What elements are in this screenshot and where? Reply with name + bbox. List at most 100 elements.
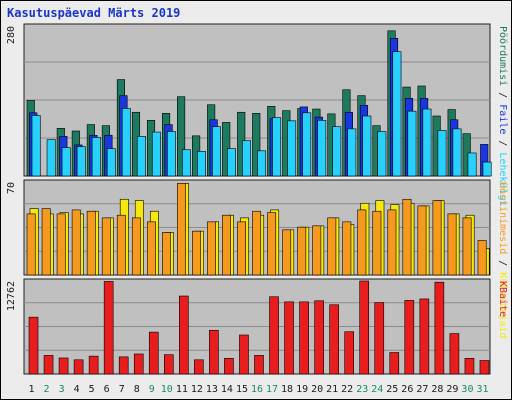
bar-pages-2-30 [467,152,477,177]
bar-kbytes-0-27 [419,298,430,375]
legend-item: / [497,86,508,104]
legend-pages: Pöördumisi / Faile / Lehekülgi [497,26,508,207]
legend-kbytes: KBaite [497,281,508,317]
x-tick-14: 14 [221,384,233,395]
legend-item: Külastajaid [497,272,508,338]
bar-hits-1-25 [387,209,397,276]
bar-hits-1-19 [297,226,307,276]
bar-hits-1-9 [146,221,156,276]
bar-hits-1-12 [192,230,201,276]
x-tick-31: 31 [476,384,488,395]
bar-pages-2-29 [452,128,462,177]
bar-hits-1-11 [177,183,186,276]
bar-hits-1-17 [267,212,277,276]
bar-hits-1-24 [372,210,382,276]
bar-pages-0-11 [177,96,186,177]
x-tick-28: 28 [431,384,443,395]
x-tick-26: 26 [401,384,413,395]
legend-item: / [497,134,508,152]
x-tick-30: 30 [461,384,473,395]
x-tick-21: 21 [326,384,338,395]
bar-hits-1-7 [116,214,126,276]
bar-pages-2-24 [377,131,387,177]
bar-pages-2-8 [136,136,146,177]
bar-pages-2-5 [91,137,101,177]
x-tick-11: 11 [176,384,188,395]
legend-item: Pöördumisi [497,26,508,86]
legend-item: KBaite [497,281,508,317]
ymax-label-hits: 70 [6,182,17,194]
bar-hits-1-10 [161,232,171,276]
bar-pages-2-15 [242,140,252,177]
bar-hits-1-4 [71,209,81,276]
bar-hits-1-28 [432,200,442,276]
x-tick-18: 18 [281,384,293,395]
bar-hits-1-15 [237,221,247,276]
bar-pages-2-3 [61,147,71,177]
bar-hits-1-18 [282,229,292,276]
bar-pages-2-31 [482,161,492,177]
bar-kbytes-0-6 [103,281,114,375]
panel-hits: 70 Hostinimesid / Külastajaid [6,179,508,339]
bar-kbytes-0-29 [449,333,460,375]
bar-pages-2-17 [272,117,282,177]
x-tick-7: 7 [119,384,125,395]
bar-pages-2-4 [76,146,86,177]
x-tick-8: 8 [134,384,140,395]
bar-hits-1-1 [26,213,36,276]
bar-kbytes-0-11 [179,295,189,375]
bar-hits-1-29 [447,213,457,276]
bar-pages-2-23 [362,115,372,177]
bar-pages-2-26 [407,110,417,177]
x-tick-27: 27 [416,384,428,395]
bar-kbytes-0-31 [479,360,490,375]
bar-pages-2-12 [197,151,206,177]
x-tick-24: 24 [371,384,383,395]
bar-hits-1-5 [86,210,96,276]
x-tick-1: 1 [29,384,35,395]
panel-pages: 280 Pöördumisi / Faile / Lehekülgi [6,23,508,207]
bar-kbytes-0-12 [194,359,204,375]
bar-hits-1-23 [357,209,367,276]
bar-hits-1-16 [252,210,262,276]
bar-kbytes-0-9 [148,331,159,375]
x-tick-29: 29 [446,384,458,395]
legend-item: / [497,254,508,272]
bar-kbytes-0-15 [239,334,249,375]
bar-kbytes-0-8 [133,353,144,375]
bar-hits-1-26 [402,198,412,276]
bar-kbytes-0-25 [389,352,400,375]
bar-pages-2-21 [332,126,342,177]
bar-kbytes-0-1 [28,316,39,375]
bar-pages-2-27 [422,108,432,177]
chart-title: Kasutuspäevad Märts 2019 [7,6,181,20]
ymax-label-pages: 280 [6,26,17,44]
bar-kbytes-0-3 [58,357,69,375]
bar-kbytes-0-17 [269,296,279,375]
x-tick-22: 22 [341,384,353,395]
bar-hits-1-21 [327,217,337,276]
bar-kbytes-0-2 [43,355,54,375]
x-tick-3: 3 [59,384,65,395]
legend-item: Faile [497,104,508,134]
bar-kbytes-0-7 [118,356,129,375]
x-tick-6: 6 [104,384,110,395]
bar-pages-2-14 [227,148,236,177]
legend-item: Hostinimesid [497,182,508,254]
bar-pages-2-18 [287,120,297,177]
bar-pages-2-6 [106,148,116,177]
bar-hits-1-8 [131,217,141,276]
x-tick-19: 19 [296,384,308,395]
bar-kbytes-0-28 [434,281,445,375]
x-tick-5: 5 [89,384,95,395]
bar-hits-1-22 [342,221,352,276]
bar-pages-2-16 [257,150,267,177]
x-tick-9: 9 [149,384,155,395]
x-tick-13: 13 [206,384,218,395]
bar-pages-2-9 [151,131,161,177]
bar-kbytes-0-4 [73,359,84,375]
bar-kbytes-0-19 [299,301,309,375]
x-tick-20: 20 [311,384,323,395]
bar-kbytes-0-18 [284,301,294,375]
bar-pages-2-20 [317,119,327,177]
